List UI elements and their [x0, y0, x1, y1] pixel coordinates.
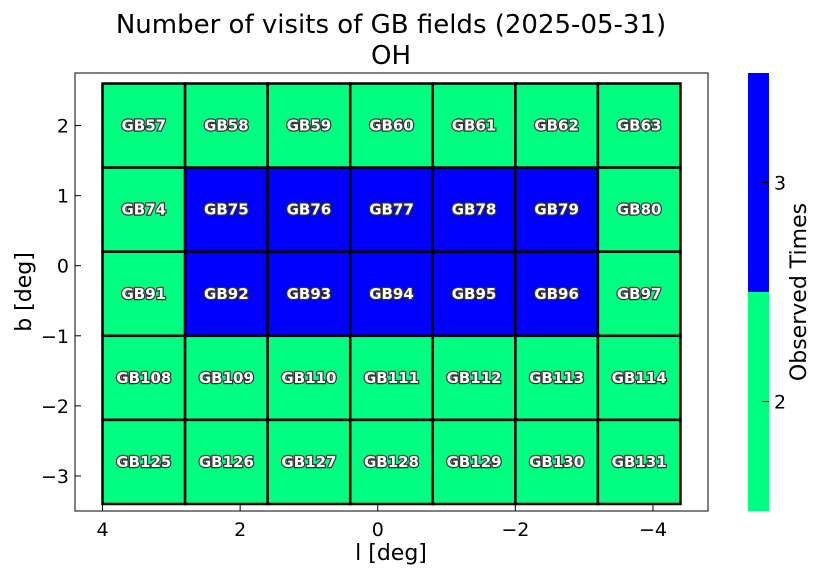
field-label-gb108: GB108: [116, 369, 171, 387]
field-label-gb57: GB57: [121, 117, 166, 135]
field-label-gb79: GB79: [534, 201, 579, 219]
field-label-gb114: GB114: [612, 369, 667, 387]
colorbar-bin: [748, 73, 769, 292]
field-label-gb91: GB91: [121, 285, 166, 303]
field-cell-gb74: [101, 166, 187, 253]
field-cell-gb113: [514, 334, 600, 422]
y-tick-label: 1: [57, 186, 69, 208]
field-cells: GB57 GB58 GB59 GB60 GB61 GB62 GB63 GB74 GB75 GB76…: [101, 82, 682, 506]
y-axis-ticks: 2 1 0 −1 −2 −3: [41, 116, 81, 488]
field-label-gb112: GB112: [447, 369, 502, 387]
field-cell-gb93: [266, 250, 352, 338]
field-cell-gb112: [431, 334, 517, 422]
field-label-gb78: GB78: [452, 201, 497, 219]
y-tick-label: 2: [57, 116, 69, 138]
y-tick-label: −1: [41, 326, 69, 348]
colorbar: 23: [748, 73, 786, 511]
field-label-gb128: GB128: [364, 453, 419, 471]
field-label-gb76: GB76: [287, 201, 332, 219]
field-label-gb127: GB127: [281, 453, 336, 471]
field-cell-gb78: [431, 166, 517, 253]
field-cell-gb125: [101, 418, 187, 506]
colorbar-bin: [748, 292, 769, 511]
field-label-gb62: GB62: [534, 117, 579, 135]
x-tick-label: 4: [96, 519, 108, 541]
chart-title: Number of visits of GB fields (2025-05-3…: [116, 10, 666, 40]
colorbar-bins: [748, 73, 769, 511]
field-label-gb63: GB63: [617, 117, 662, 135]
field-cell-gb62: [514, 82, 600, 169]
field-label-gb74: GB74: [121, 201, 166, 219]
field-label-gb80: GB80: [617, 201, 662, 219]
colorbar-label: Observed Times: [787, 203, 812, 381]
field-cell-gb63: [596, 82, 682, 169]
field-label-gb97: GB97: [617, 285, 662, 303]
colorbar-ticks: 23: [762, 173, 786, 414]
x-tick-label: −4: [639, 519, 667, 541]
y-tick-label: −2: [41, 396, 69, 418]
field-label-gb110: GB110: [281, 369, 336, 387]
field-label-gb93: GB93: [287, 285, 332, 303]
field-label-gb126: GB126: [199, 453, 254, 471]
field-label-gb109: GB109: [199, 369, 254, 387]
field-label-gb58: GB58: [204, 117, 249, 135]
field-label-gb59: GB59: [287, 117, 332, 135]
field-label-gb77: GB77: [369, 201, 414, 219]
colorbar-tick-label: 2: [774, 392, 786, 414]
field-label-gb60: GB60: [369, 117, 414, 135]
field-label-gb129: GB129: [447, 453, 502, 471]
field-cell-gb75: [183, 166, 269, 253]
field-label-gb113: GB113: [529, 369, 584, 387]
field-cell-gb60: [348, 82, 435, 169]
x-axis-label: l [deg]: [355, 541, 427, 566]
y-tick-label: 0: [57, 256, 69, 278]
field-label-gb94: GB94: [369, 285, 414, 303]
field-cell-gb80: [596, 166, 682, 253]
field-cell-gb108: [101, 334, 187, 422]
field-cell-gb109: [183, 334, 269, 422]
field-cell-gb91: [101, 250, 187, 338]
x-tick-label: −2: [501, 519, 529, 541]
field-cell-gb126: [183, 418, 269, 506]
field-label-gb130: GB130: [529, 453, 584, 471]
field-cell-gb127: [266, 418, 352, 506]
field-cell-gb92: [183, 250, 269, 338]
field-label-gb95: GB95: [452, 285, 497, 303]
field-cell-gb96: [514, 250, 600, 338]
field-label-gb96: GB96: [534, 285, 579, 303]
chart-subtitle: OH: [371, 41, 411, 71]
plot-area: GB57 GB58 GB59 GB60 GB61 GB62 GB63 GB74 GB75 GB76…: [41, 72, 709, 541]
field-label-gb125: GB125: [116, 453, 171, 471]
plot-frame: [74, 72, 709, 512]
x-tick-label: 0: [372, 519, 384, 541]
field-label-gb131: GB131: [612, 453, 667, 471]
colorbar-tick-label: 3: [774, 173, 786, 195]
x-tick-label: 2: [234, 519, 246, 541]
field-cell-gb77: [348, 166, 435, 253]
field-label-gb111: GB111: [364, 369, 419, 387]
x-axis-ticks: 4 2 0 −2 −4: [96, 505, 667, 541]
field-cell-gb128: [348, 418, 435, 506]
y-axis-label: b [deg]: [12, 252, 37, 332]
field-label-gb92: GB92: [204, 285, 249, 303]
field-cell-gb131: [596, 418, 682, 506]
field-label-gb75: GB75: [204, 201, 249, 219]
field-label-gb61: GB61: [452, 117, 497, 135]
y-tick-label: −3: [41, 466, 69, 488]
